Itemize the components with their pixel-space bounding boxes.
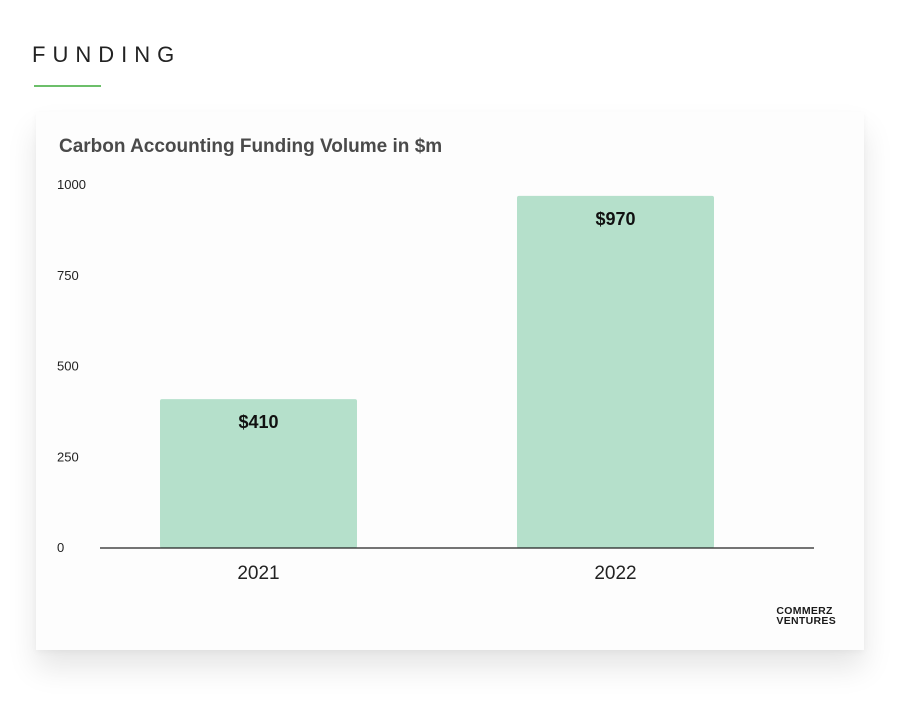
brand-logo: COMMERZ VENTURES xyxy=(776,605,836,627)
chart-title: Carbon Accounting Funding Volume in $m xyxy=(59,136,443,157)
y-tick-label: 0 xyxy=(57,540,64,555)
bar xyxy=(160,399,357,548)
data-label: $970 xyxy=(595,209,635,229)
chart-card: Carbon Accounting Funding Volume in $m 0… xyxy=(36,112,864,650)
brand-line-2: VENTURES xyxy=(776,615,836,627)
y-tick-label: 750 xyxy=(57,268,79,283)
brand-line-1: COMMERZ xyxy=(776,605,833,617)
data-label: $410 xyxy=(238,412,278,432)
x-tick-label: 2021 xyxy=(237,563,279,584)
y-tick-label: 1000 xyxy=(57,177,86,192)
bar-chart: 0 250 500 750 1000 $410 2021 $970 2022 xyxy=(57,177,814,584)
x-tick-label: 2022 xyxy=(594,563,636,584)
title-underline xyxy=(34,85,101,87)
y-tick-label: 500 xyxy=(57,359,79,374)
bar xyxy=(517,195,714,548)
y-tick-label: 250 xyxy=(57,449,79,464)
section-title: FUNDING xyxy=(32,42,182,67)
